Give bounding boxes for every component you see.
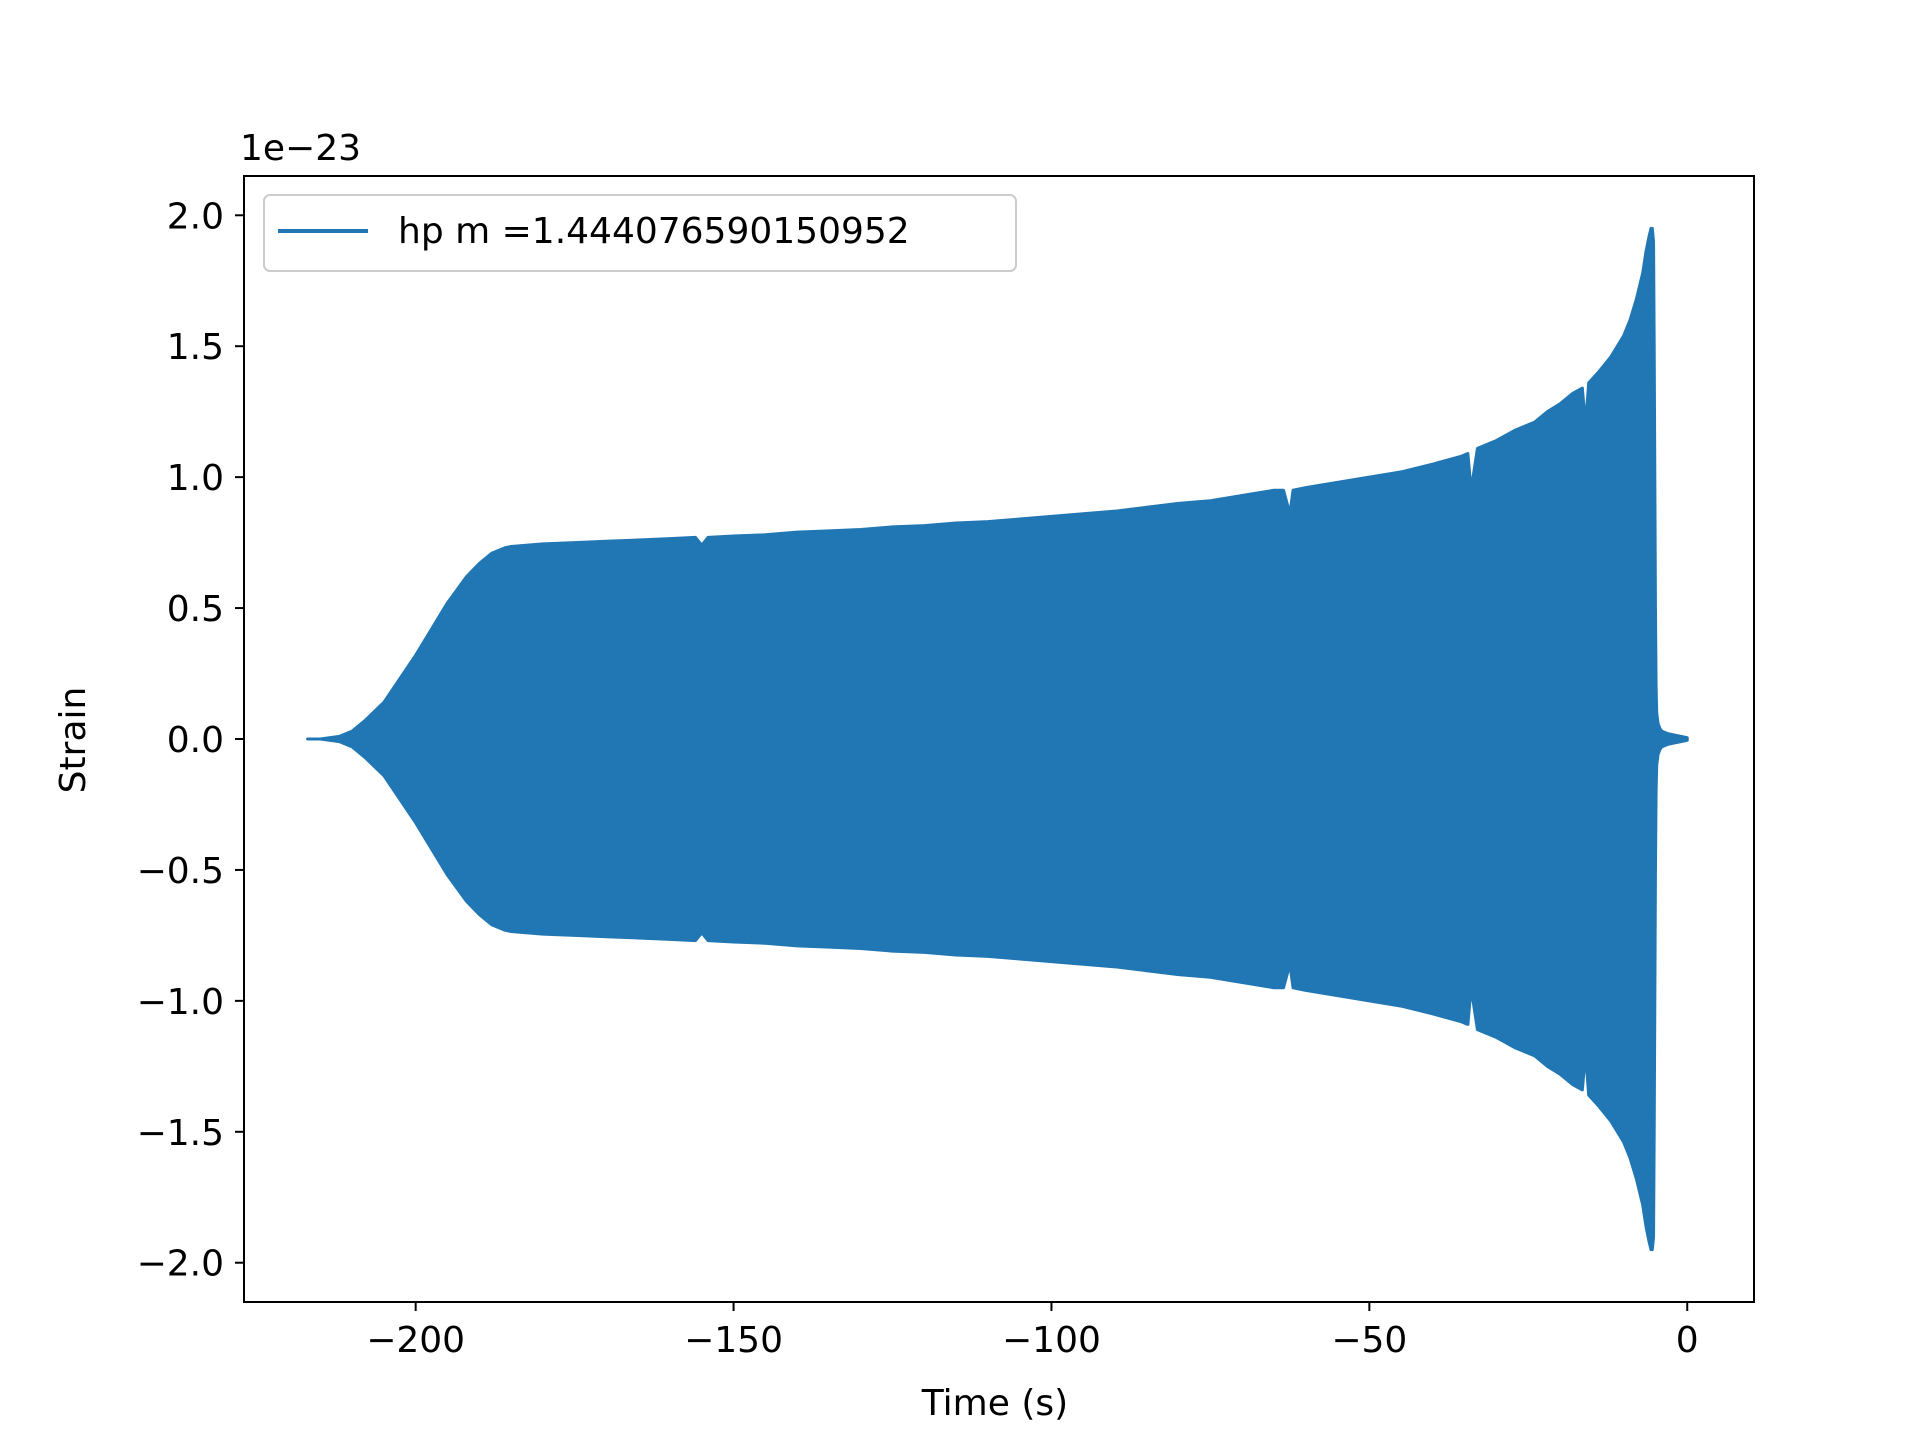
- y-tick-label: 2.0: [167, 196, 224, 237]
- x-axis-label: Time (s): [921, 1383, 1068, 1424]
- axes: −200 −150 −100 −50 0 2.0 1.5 1.0 0.5 0.0 −0.5 −1.0 −…: [137, 175, 1755, 1361]
- legend-frame: [263, 194, 1017, 272]
- plot-area: [306, 226, 1689, 1252]
- waveform-series-hp: [306, 226, 1689, 1252]
- x-tick-label: −150: [684, 1320, 783, 1361]
- legend-entry-label: hp m =1.444076590150952: [398, 211, 910, 252]
- x-tick-label: 0: [1676, 1320, 1699, 1361]
- x-tick-label: −200: [366, 1320, 465, 1361]
- y-tick-label: 1.5: [167, 327, 224, 368]
- y-tick-label: −1.5: [137, 1113, 224, 1154]
- x-tick-label: −100: [1002, 1320, 1101, 1361]
- y-tick-label: 0.5: [167, 589, 224, 630]
- x-tick-label: −50: [1331, 1320, 1407, 1361]
- y-tick-label: −0.5: [137, 851, 224, 892]
- y-tick-label: −2.0: [137, 1244, 224, 1285]
- y-tick-label: −1.0: [137, 982, 224, 1023]
- y-axis-label: Strain: [53, 687, 94, 794]
- y-tick-label: 1.0: [167, 458, 224, 499]
- y-axis-offset-label: 1e−23: [240, 128, 361, 169]
- legend: hp m =1.444076590150952: [263, 194, 1017, 272]
- y-tick-label: 0.0: [167, 720, 224, 761]
